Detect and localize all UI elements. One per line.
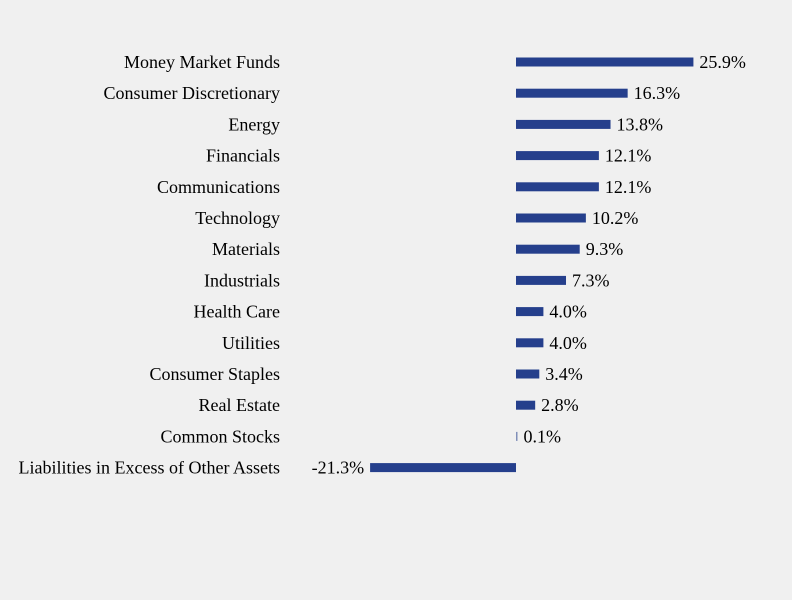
value-label-common-stocks: 0.1% bbox=[524, 426, 562, 446]
bar-liabilities-in-excess-of-other-assets bbox=[370, 463, 516, 473]
value-label-consumer-staples: 3.4% bbox=[545, 364, 583, 384]
bar-real-estate bbox=[516, 400, 536, 410]
value-label-technology: 10.2% bbox=[592, 208, 639, 228]
value-labels: 25.9% 16.3% 13.8% 12.1% 12.1% 10.2% 9.3% 7.3% 4.… bbox=[312, 52, 746, 478]
value-label-real-estate: 2.8% bbox=[541, 395, 579, 415]
category-label-energy: Energy bbox=[228, 114, 280, 134]
category-label-consumer-discretionary: Consumer Discretionary bbox=[104, 83, 280, 103]
category-label-consumer-staples: Consumer Staples bbox=[150, 364, 281, 384]
bars bbox=[370, 57, 694, 473]
bar-consumer-staples bbox=[516, 369, 540, 379]
bar-utilities bbox=[516, 338, 544, 348]
category-label-technology: Technology bbox=[195, 208, 280, 228]
bar-money-market-funds bbox=[516, 57, 694, 67]
bar-technology bbox=[516, 213, 586, 223]
value-label-consumer-discretionary: 16.3% bbox=[634, 83, 681, 103]
value-label-communications: 12.1% bbox=[605, 177, 652, 197]
bar-health-care bbox=[516, 307, 544, 317]
value-label-energy: 13.8% bbox=[617, 114, 664, 134]
category-label-real-estate: Real Estate bbox=[199, 395, 280, 415]
category-labels: Money Market Funds Consumer Discretionary… bbox=[19, 52, 280, 478]
value-label-health-care: 4.0% bbox=[549, 302, 587, 322]
category-label-communications: Communications bbox=[157, 177, 280, 197]
value-label-materials: 9.3% bbox=[586, 239, 624, 259]
category-label-financials: Financials bbox=[206, 146, 280, 166]
value-label-liabilities-in-excess-of-other-assets: -21.3% bbox=[312, 458, 365, 478]
category-label-liabilities-in-excess-of-other-assets: Liabilities in Excess of Other Assets bbox=[19, 458, 280, 478]
bar-consumer-discretionary bbox=[516, 88, 628, 98]
value-label-financials: 12.1% bbox=[605, 146, 652, 166]
value-label-money-market-funds: 25.9% bbox=[699, 52, 746, 72]
category-label-common-stocks: Common Stocks bbox=[160, 426, 280, 446]
category-label-utilities: Utilities bbox=[222, 333, 280, 353]
value-label-utilities: 4.0% bbox=[549, 333, 587, 353]
category-label-industrials: Industrials bbox=[204, 270, 280, 290]
category-label-materials: Materials bbox=[212, 239, 280, 259]
bar-materials bbox=[516, 244, 580, 254]
bar-communications bbox=[516, 182, 599, 192]
bar-energy bbox=[516, 119, 611, 129]
bar-industrials bbox=[516, 275, 567, 285]
value-label-industrials: 7.3% bbox=[572, 270, 610, 290]
bar-financials bbox=[516, 151, 599, 161]
category-label-money-market-funds: Money Market Funds bbox=[124, 52, 280, 72]
bar-common-stocks bbox=[516, 431, 518, 441]
category-label-health-care: Health Care bbox=[194, 302, 280, 322]
